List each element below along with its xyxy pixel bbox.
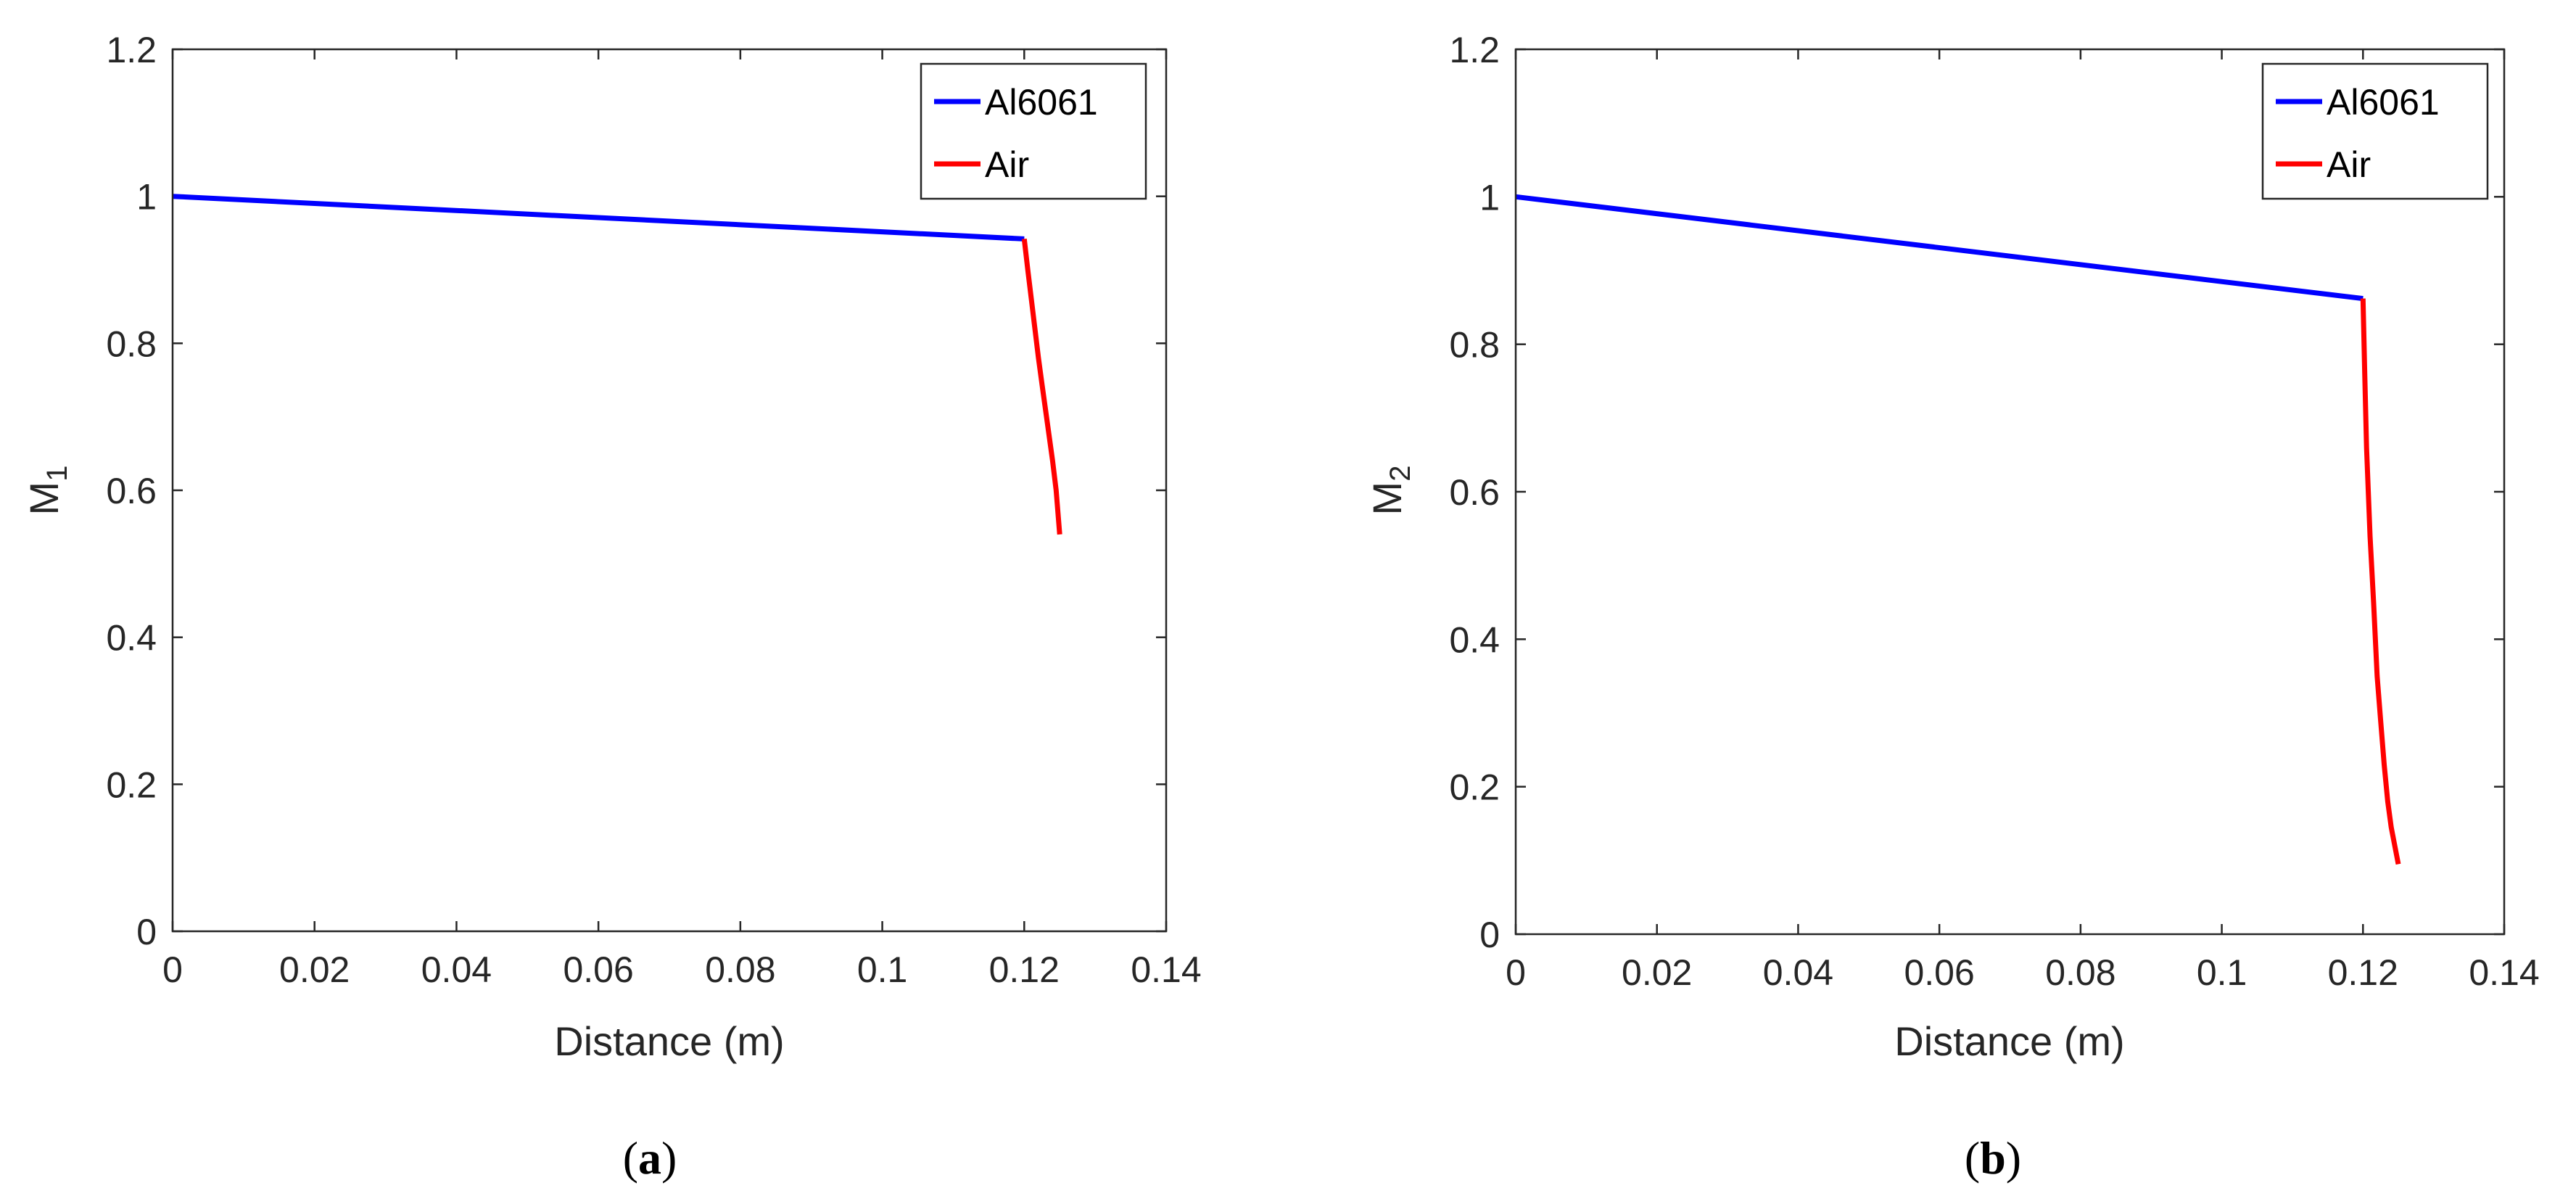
- legend-box-b: [2261, 62, 2489, 200]
- y-tick-label-b: 0.2: [1449, 767, 1500, 808]
- x-tick-label-a: 0.02: [279, 949, 350, 990]
- legend-a: Al6061 Air: [920, 62, 1147, 200]
- y-tick-label-a: 0: [136, 912, 157, 952]
- x-tick-label-a: 0.1: [857, 949, 908, 990]
- y-axis-label-b: M2: [1364, 466, 1416, 516]
- x-tick-label-a: 0.12: [989, 949, 1060, 990]
- y-tick-label-a: 0.4: [106, 618, 157, 659]
- x-tick-label-a: 0.14: [1131, 949, 1201, 990]
- plot-frame-b: [1514, 48, 2506, 936]
- chart-b: 0 0.02 0.04 0.06 0.08 0.1 0.12 0.14 0 0.2 0.4 0.6 0.…: [1364, 30, 2540, 1184]
- x-tick-label-b: 0.06: [1904, 952, 1974, 993]
- y-tick-label-b: 1: [1479, 177, 1500, 218]
- x-tick-label-b: 0.04: [1763, 952, 1833, 993]
- legend-label-al6061-a: Al6061: [985, 82, 1098, 123]
- y-tick-label-b: 0: [1479, 915, 1500, 955]
- x-tick-label-a: 0.06: [563, 949, 633, 990]
- x-tick-label-a: 0.08: [705, 949, 775, 990]
- legend-label-al6061-b: Al6061: [2327, 82, 2440, 123]
- legend-box-a: [920, 62, 1147, 200]
- x-axis-label-a: Distance (m): [554, 1018, 784, 1064]
- legend-label-air-a: Air: [985, 144, 1029, 185]
- x-tick-label-a: 0.04: [421, 949, 492, 990]
- y-tick-label-b: 0.4: [1449, 619, 1500, 660]
- x-axis-label-b: Distance (m): [1894, 1018, 2124, 1064]
- series-line-al6061-a: [172, 194, 1025, 242]
- y-tick-label-b: 1.2: [1449, 30, 1500, 70]
- y-tick-label-a: 1.2: [106, 30, 157, 70]
- x-tick-label-a: 0: [162, 949, 183, 990]
- x-tick-label-b: 0: [1506, 952, 1526, 993]
- y-tick-label-b: 0.8: [1449, 325, 1500, 366]
- plot-frame-a: [171, 48, 1168, 933]
- series-line-air-a: [1021, 239, 1062, 535]
- y-axis-label-a: M1: [21, 466, 73, 516]
- caption-b: (b): [1965, 1132, 2021, 1184]
- chart-a: 0 0.02 0.04 0.06 0.08 0.1 0.12 0.14 0 0.2 0.4 0.6 0.…: [21, 30, 1202, 1184]
- y-tick-label-b: 0.6: [1449, 472, 1500, 513]
- x-tick-label-b: 0.08: [2045, 952, 2115, 993]
- legend-b: Al6061 Air: [2261, 62, 2489, 200]
- y-tick-label-a: 1: [136, 177, 157, 218]
- y-tick-label-a: 0.2: [106, 764, 157, 805]
- series-line-air-b: [2360, 298, 2401, 865]
- x-tick-label-b: 0.14: [2469, 952, 2539, 993]
- y-tick-label-a: 0.6: [106, 471, 157, 511]
- y-tick-label-a: 0.8: [106, 323, 157, 364]
- legend-label-air-b: Air: [2327, 144, 2371, 185]
- x-tick-label-b: 0.1: [2197, 952, 2247, 993]
- x-tick-label-b: 0.12: [2328, 952, 2398, 993]
- caption-a: (a): [623, 1132, 677, 1184]
- x-tick-label-b: 0.02: [1622, 952, 1692, 993]
- series-line-al6061-b: [1515, 194, 2364, 302]
